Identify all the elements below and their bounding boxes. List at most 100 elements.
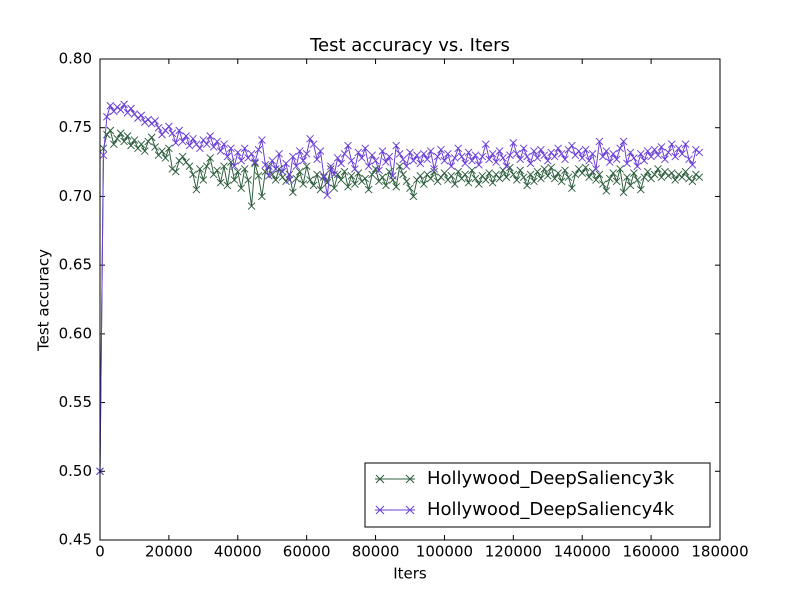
marker bbox=[475, 160, 483, 169]
marker bbox=[323, 191, 332, 199]
marker bbox=[581, 163, 590, 172]
marker bbox=[609, 149, 618, 158]
marker bbox=[461, 159, 469, 168]
marker bbox=[196, 165, 204, 173]
marker bbox=[178, 137, 187, 146]
marker bbox=[99, 151, 108, 160]
marker bbox=[671, 176, 680, 184]
marker bbox=[602, 147, 611, 155]
marker bbox=[671, 152, 680, 161]
marker bbox=[688, 177, 697, 186]
marker bbox=[240, 144, 249, 153]
marker bbox=[158, 147, 166, 155]
marker bbox=[616, 165, 624, 173]
marker bbox=[233, 148, 242, 157]
marker bbox=[623, 159, 631, 168]
marker bbox=[313, 155, 321, 164]
marker bbox=[185, 162, 194, 171]
marker bbox=[647, 152, 655, 161]
marker bbox=[254, 171, 263, 180]
marker bbox=[581, 145, 590, 154]
marker bbox=[585, 156, 593, 165]
marker bbox=[351, 165, 359, 173]
x-axis-label: Iters bbox=[393, 565, 427, 583]
marker bbox=[574, 147, 583, 155]
marker bbox=[244, 176, 252, 184]
marker bbox=[633, 176, 642, 184]
marker bbox=[585, 173, 593, 182]
marker bbox=[230, 162, 239, 171]
marker bbox=[333, 154, 342, 162]
marker bbox=[454, 144, 463, 153]
marker bbox=[171, 167, 180, 176]
marker bbox=[233, 167, 242, 176]
marker bbox=[502, 173, 511, 182]
marker bbox=[230, 176, 239, 184]
marker bbox=[592, 176, 600, 184]
marker bbox=[202, 162, 211, 171]
marker bbox=[340, 167, 349, 176]
y-tick-label: 0.55 bbox=[59, 393, 92, 411]
marker bbox=[626, 148, 635, 157]
marker bbox=[678, 173, 686, 182]
marker bbox=[357, 154, 366, 162]
marker bbox=[202, 140, 211, 149]
marker bbox=[406, 184, 414, 193]
marker bbox=[175, 126, 184, 135]
marker bbox=[454, 167, 463, 176]
marker bbox=[106, 126, 115, 135]
marker bbox=[654, 151, 662, 160]
marker bbox=[364, 162, 373, 171]
marker bbox=[602, 187, 611, 195]
marker bbox=[592, 165, 600, 173]
marker bbox=[309, 140, 318, 149]
marker bbox=[530, 147, 538, 155]
marker bbox=[626, 181, 635, 190]
marker bbox=[106, 101, 115, 110]
marker bbox=[326, 162, 335, 171]
marker bbox=[485, 169, 494, 177]
marker bbox=[605, 158, 614, 166]
marker bbox=[516, 166, 525, 175]
marker bbox=[413, 151, 421, 160]
marker bbox=[382, 181, 390, 190]
marker bbox=[599, 180, 607, 188]
plot-frame bbox=[99, 58, 721, 541]
legend-label: Hollywood_DeepSaliency4k bbox=[427, 499, 675, 520]
marker bbox=[650, 170, 659, 179]
marker bbox=[578, 154, 587, 162]
marker bbox=[103, 112, 111, 121]
marker bbox=[568, 184, 576, 193]
marker bbox=[464, 178, 473, 187]
marker bbox=[630, 154, 638, 162]
marker bbox=[165, 122, 173, 131]
marker bbox=[223, 152, 232, 161]
x-tick-label: 120000 bbox=[485, 543, 542, 561]
marker bbox=[189, 134, 197, 143]
marker bbox=[109, 140, 118, 149]
marker bbox=[189, 170, 197, 179]
marker bbox=[495, 147, 504, 155]
marker bbox=[399, 155, 407, 164]
marker bbox=[165, 144, 173, 153]
marker bbox=[530, 177, 538, 186]
marker bbox=[206, 132, 215, 140]
marker bbox=[299, 156, 308, 165]
marker bbox=[368, 151, 376, 160]
marker bbox=[540, 165, 549, 173]
marker bbox=[550, 152, 559, 161]
marker bbox=[213, 137, 221, 146]
marker bbox=[295, 167, 304, 176]
marker bbox=[619, 137, 628, 146]
marker bbox=[640, 173, 649, 182]
marker bbox=[512, 176, 521, 184]
marker bbox=[258, 136, 266, 144]
marker bbox=[685, 155, 693, 164]
marker bbox=[537, 174, 545, 183]
marker bbox=[495, 174, 504, 183]
marker bbox=[378, 147, 387, 155]
marker bbox=[561, 155, 569, 164]
marker bbox=[547, 163, 556, 172]
marker bbox=[471, 151, 480, 160]
